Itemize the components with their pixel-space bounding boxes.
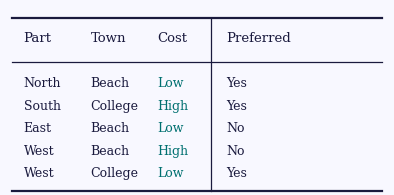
Text: Yes: Yes (227, 167, 247, 180)
Text: High: High (158, 145, 189, 158)
Text: Cost: Cost (158, 33, 188, 45)
Text: Low: Low (158, 122, 184, 135)
Text: West: West (24, 145, 54, 158)
Text: High: High (158, 100, 189, 113)
Text: Part: Part (24, 33, 52, 45)
Text: South: South (24, 100, 61, 113)
Text: College: College (91, 100, 139, 113)
Text: Yes: Yes (227, 77, 247, 90)
Text: West: West (24, 167, 54, 180)
Text: Beach: Beach (91, 145, 130, 158)
Text: Beach: Beach (91, 122, 130, 135)
Text: Low: Low (158, 167, 184, 180)
Text: Town: Town (91, 33, 126, 45)
Text: Low: Low (158, 77, 184, 90)
Text: North: North (24, 77, 61, 90)
Text: Preferred: Preferred (227, 33, 291, 45)
Text: College: College (91, 167, 139, 180)
Text: Yes: Yes (227, 100, 247, 113)
Text: East: East (24, 122, 52, 135)
Text: Beach: Beach (91, 77, 130, 90)
Text: No: No (227, 145, 245, 158)
Text: No: No (227, 122, 245, 135)
